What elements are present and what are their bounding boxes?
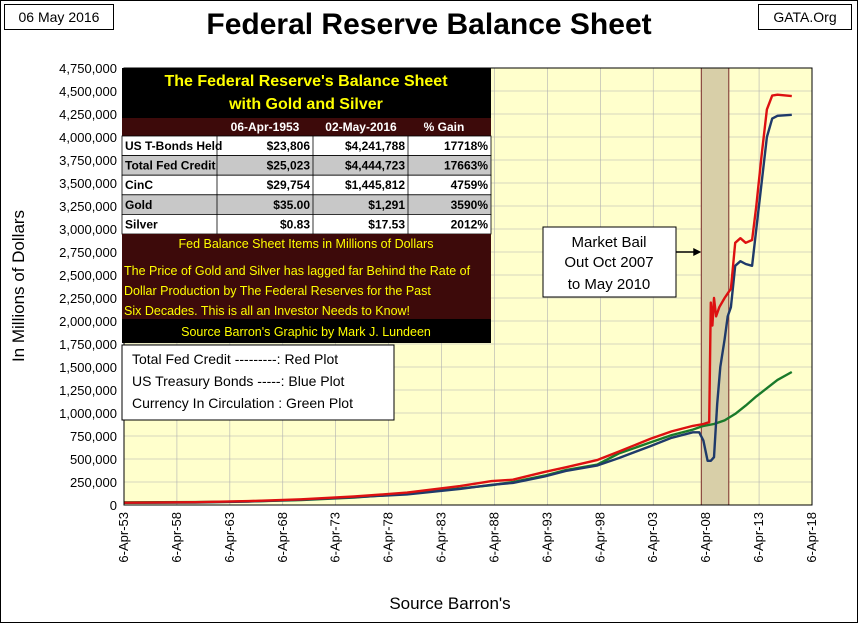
annotation-line2: Out Oct 2007 — [564, 254, 653, 271]
series-line-us-treasury-bonds — [123, 113, 792, 504]
table-source: Source Barron's Graphic by Mark J. Lunde… — [181, 325, 431, 339]
table-cell-gain: 3590% — [451, 198, 489, 212]
table-title-line1: The Federal Reserve's Balance Sheet — [164, 73, 448, 90]
table-source-bg — [122, 319, 491, 343]
y-tick-label: 2,500,000 — [59, 268, 117, 283]
y-tick-label: 4,500,000 — [59, 84, 117, 99]
x-tick-label: 6-Apr-18 — [804, 512, 819, 563]
table-title-line2: with Gold and Silver — [228, 96, 383, 113]
x-tick-label: 6-Apr-98 — [592, 512, 607, 563]
table-cell-gain: 4759% — [451, 178, 489, 192]
table-note-line3: Six Decades. This is all an Investor Nee… — [124, 304, 410, 318]
site-label: GATA.Org — [758, 4, 852, 30]
x-tick-label: 6-Apr-58 — [169, 512, 184, 563]
x-tick-label: 6-Apr-63 — [222, 512, 237, 563]
y-tick-label: 3,500,000 — [59, 176, 117, 191]
y-tick-label: 1,250,000 — [59, 383, 117, 398]
y-tick-label: 0 — [110, 498, 117, 513]
table-header-bg — [122, 118, 491, 136]
table-cell-2016: $1,291 — [368, 198, 405, 212]
x-axis-label: Source Barron's — [389, 594, 510, 613]
table-cell-gain: 2012% — [451, 217, 489, 231]
y-tick-label: 2,750,000 — [59, 245, 117, 260]
y-tick-label: 4,000,000 — [59, 130, 117, 145]
legend-blue-plot: US Treasury Bonds -----: Blue Plot — [132, 373, 345, 389]
y-tick-label: 3,000,000 — [59, 222, 117, 237]
table-cell-1953: $0.83 — [280, 217, 310, 231]
annotation-arrowhead — [693, 248, 702, 256]
legend-red-plot: Total Fed Credit ---------: Red Plot — [132, 351, 338, 367]
col-header-gain: % Gain — [424, 120, 465, 134]
y-axis-label: In Millions of Dollars — [9, 210, 28, 362]
x-tick-label: 6-Apr-08 — [698, 512, 713, 563]
x-tick-label: 6-Apr-93 — [539, 512, 554, 563]
table-cell-gain: 17718% — [444, 139, 488, 153]
y-tick-label: 750,000 — [70, 429, 117, 444]
bailout-annotation: Market Bail Out Oct 2007 to May 2010 — [542, 226, 702, 298]
x-tick-label: 6-Apr-03 — [645, 512, 660, 563]
y-tick-label: 1,500,000 — [59, 360, 117, 375]
col-header-1953: 06-Apr-1953 — [231, 120, 300, 134]
y-tick-label: 500,000 — [70, 452, 117, 467]
x-tick-label: 6-Apr-13 — [751, 512, 766, 563]
x-axis-ticks: 6-Apr-53 6-Apr-58 6-Apr-63 6-Apr-68 6-Apr-73… — [116, 512, 819, 563]
table-title-bg — [122, 68, 491, 118]
y-tick-label: 2,000,000 — [59, 314, 117, 329]
y-tick-label: 3,750,000 — [59, 153, 117, 168]
x-tick-label: 6-Apr-78 — [381, 512, 396, 563]
y-tick-label: 1,000,000 — [59, 406, 117, 421]
y-tick-label: 2,250,000 — [59, 291, 117, 306]
x-tick-label: 6-Apr-73 — [328, 512, 343, 563]
series-line-total-fed-credit — [123, 93, 792, 504]
legend-green-plot: Currency In Circulation : Green Plot — [132, 395, 353, 411]
legend-box — [121, 344, 395, 421]
series-group — [123, 93, 793, 504]
table-cell-1953: $35.00 — [273, 198, 310, 212]
data-table: The Federal Reserve's Balance Sheet with… — [121, 68, 492, 343]
table-cell-2016: $4,241,788 — [345, 139, 405, 153]
table-cell-gain: 17663% — [444, 159, 488, 173]
table-cell-label: CinC — [125, 178, 153, 192]
x-tick-label: 6-Apr-88 — [486, 512, 501, 563]
y-axis-ticks: 0 250,000 500,000 750,000 1,000,000 1,250,000… — [59, 61, 117, 513]
chart-title: Federal Reserve Balance Sheet — [206, 8, 652, 41]
x-tick-label: 6-Apr-53 — [116, 512, 131, 563]
y-tick-label: 4,250,000 — [59, 107, 117, 122]
table-rows: US T-Bonds Held $23,806 $4,241,788 17718% To… — [121, 135, 492, 235]
table-cell-1953: $23,806 — [267, 139, 311, 153]
table-cell-2016: $17.53 — [368, 217, 405, 231]
annotation-box — [542, 226, 677, 298]
table-note-line1: The Price of Gold and Silver has lagged … — [124, 264, 471, 278]
y-tick-label: 1,750,000 — [59, 337, 117, 352]
table-cell-1953: $25,023 — [267, 159, 311, 173]
table-cell-label: Silver — [125, 217, 158, 231]
annotation-line1: Market Bail — [571, 234, 646, 251]
table-cell-2016: $4,444,723 — [345, 159, 405, 173]
table-note-bg — [122, 234, 491, 319]
table-cell-label: US T-Bonds Held — [125, 139, 222, 153]
annotation-line3: to May 2010 — [568, 276, 651, 293]
table-cell-label: Total Fed Credit — [125, 159, 215, 173]
table-cell-label: Gold — [125, 198, 152, 212]
table-note-line2: Dollar Production by The Federal Reserve… — [124, 284, 431, 298]
table-cell-2016: $1,445,812 — [345, 178, 405, 192]
x-tick-label: 6-Apr-68 — [275, 512, 290, 563]
col-header-2016: 02-May-2016 — [325, 120, 397, 134]
x-tick-label: 6-Apr-83 — [434, 512, 449, 563]
y-tick-label: 250,000 — [70, 475, 117, 490]
table-units-note: Fed Balance Sheet Items in Millions of D… — [179, 237, 434, 251]
table-cell-1953: $29,754 — [267, 178, 311, 192]
legend: Total Fed Credit ---------: Red Plot US … — [121, 344, 395, 421]
y-tick-label: 3,250,000 — [59, 199, 117, 214]
date-label: 06 May 2016 — [4, 4, 114, 30]
y-tick-label: 4,750,000 — [59, 61, 117, 76]
